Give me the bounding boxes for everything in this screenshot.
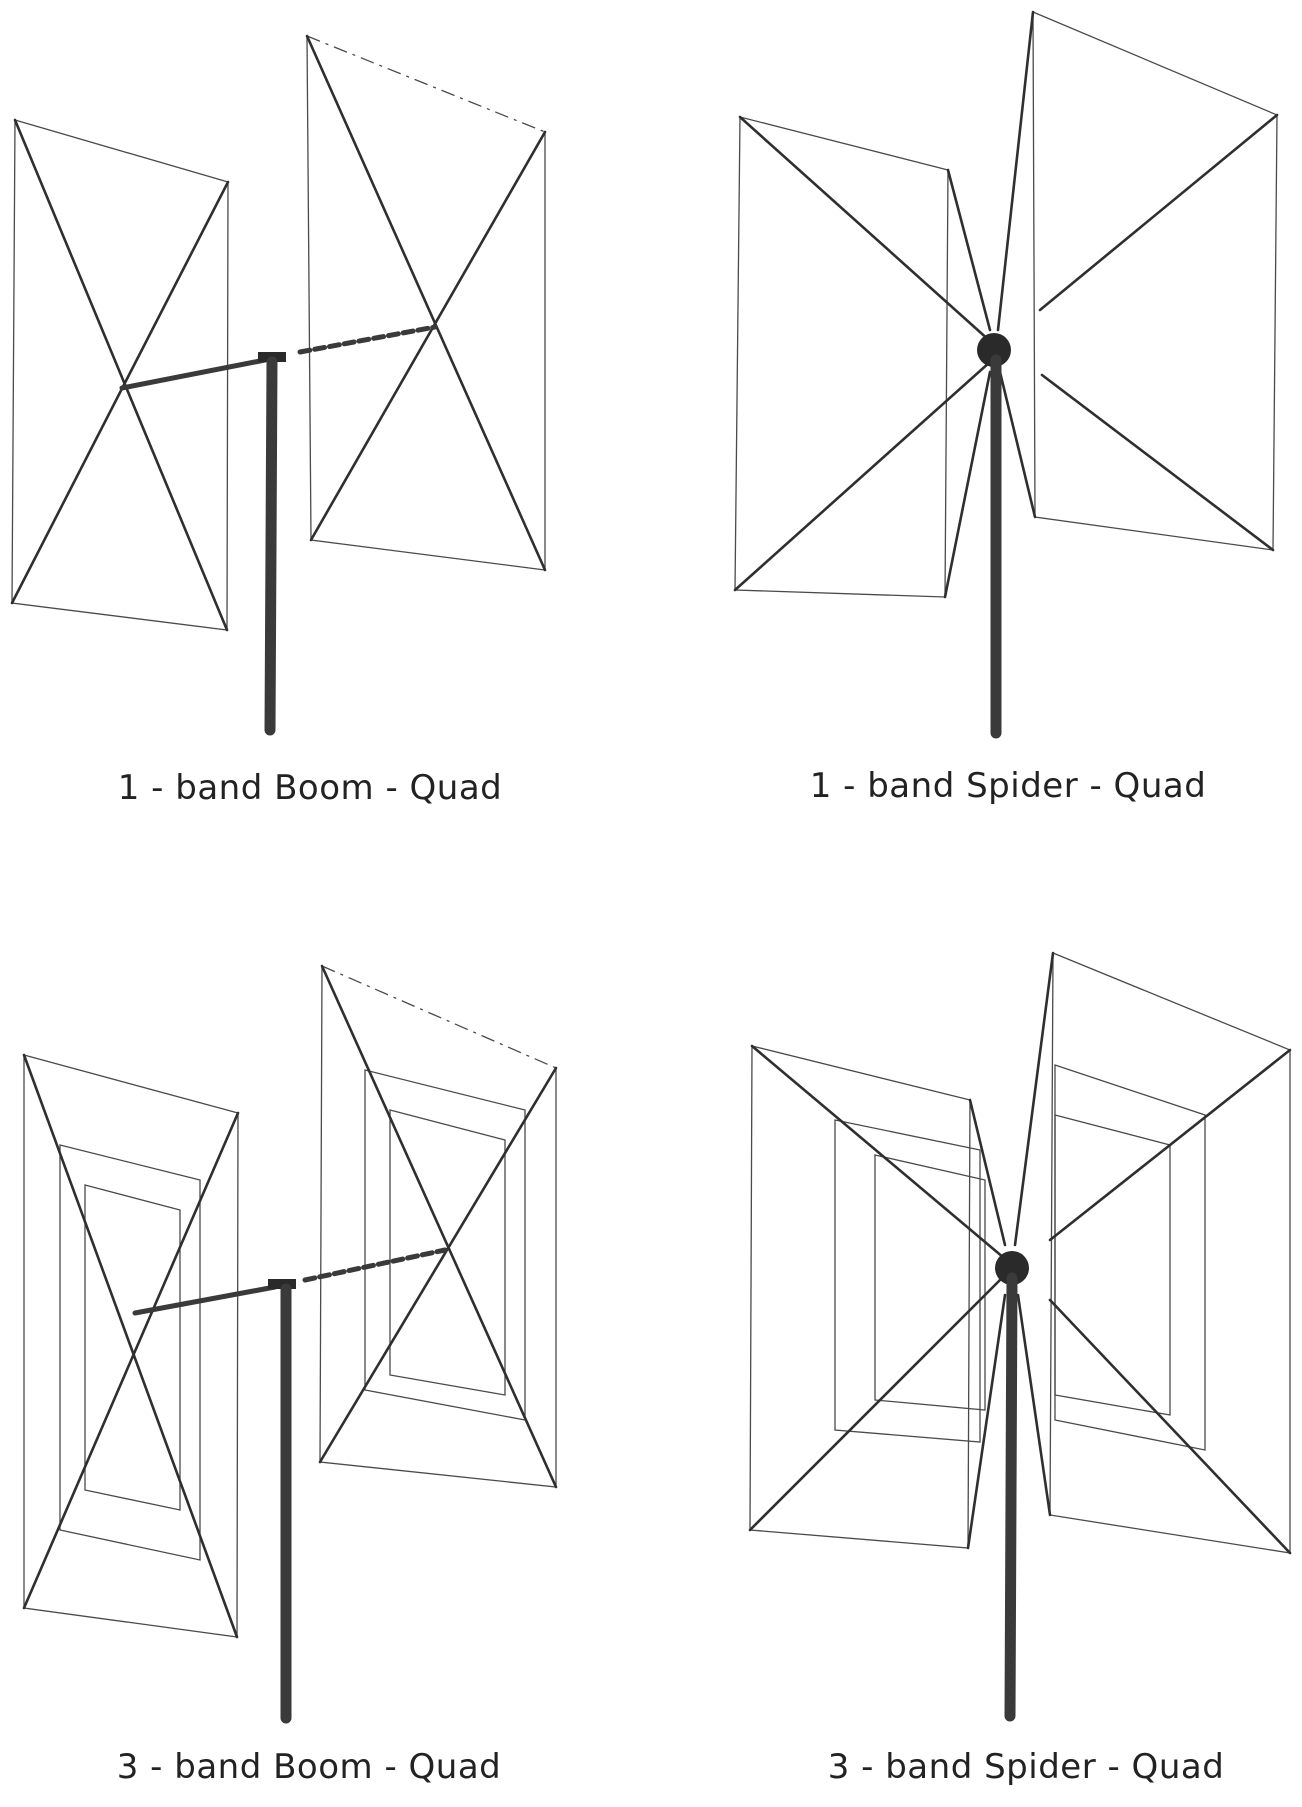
front-element-top-wire bbox=[306, 35, 546, 133]
spider-spreader bbox=[748, 1278, 1002, 1532]
rear-spreader bbox=[10, 180, 230, 605]
right-loop-inner bbox=[1054, 1114, 1171, 1416]
three-band-spider-quad-drawing bbox=[748, 951, 1292, 1722]
front-spreader bbox=[305, 34, 547, 572]
spider-spreader bbox=[943, 370, 992, 599]
right-element-loop bbox=[1032, 11, 1278, 551]
front-spreader bbox=[320, 964, 558, 1489]
spider-spreader bbox=[1013, 951, 1055, 1247]
caption-one-band-boom-quad: 1 - band Boom - Quad bbox=[117, 768, 503, 808]
three-band-boom-quad-drawing bbox=[22, 964, 558, 1724]
front-loop-inner bbox=[389, 1109, 506, 1396]
spider-spreader bbox=[738, 115, 1002, 352]
rear-spreader bbox=[22, 1111, 240, 1610]
spider-spreader bbox=[1048, 1298, 1292, 1555]
spider-spreader bbox=[1048, 1048, 1292, 1242]
boom bbox=[297, 324, 438, 355]
boom bbox=[119, 357, 268, 391]
rear-spreader bbox=[13, 118, 229, 632]
front-spreader bbox=[309, 130, 547, 542]
caption-three-band-spider-quad: 3 - band Spider - Quad bbox=[827, 1747, 1225, 1787]
rear-loop-inner bbox=[84, 1184, 181, 1511]
left-loop-outer bbox=[749, 1045, 971, 1549]
spider-hub bbox=[995, 1251, 1029, 1285]
front-loop-outer bbox=[319, 965, 557, 1488]
left-element-loop bbox=[734, 116, 949, 598]
spider-spreader bbox=[946, 168, 992, 332]
rear-spreader bbox=[22, 1053, 239, 1639]
one-band-spider-quad-drawing bbox=[733, 10, 1279, 739]
rear-loop-middle bbox=[59, 1144, 201, 1561]
left-loop-inner bbox=[874, 1154, 986, 1411]
spider-spreader bbox=[1040, 373, 1275, 552]
spider-spreader bbox=[733, 360, 992, 592]
boom bbox=[132, 1284, 278, 1316]
right-loop-middle bbox=[1054, 1064, 1206, 1451]
spider-spreader bbox=[968, 1098, 1007, 1247]
mast bbox=[264, 356, 278, 736]
left-loop-middle bbox=[834, 1119, 981, 1443]
spider-spreader bbox=[966, 1293, 1007, 1550]
front-top-wire bbox=[321, 965, 557, 1069]
front-spreader bbox=[318, 1066, 558, 1464]
front-element-loop bbox=[306, 35, 546, 571]
spider-hub bbox=[977, 333, 1011, 367]
spider-spreader bbox=[750, 1044, 1012, 1265]
spider-spreader bbox=[1038, 113, 1279, 312]
spider-spreader bbox=[996, 10, 1035, 332]
caption-three-band-boom-quad: 3 - band Boom - Quad bbox=[116, 1747, 502, 1787]
one-band-boom-quad-drawing bbox=[10, 34, 547, 736]
mast bbox=[1004, 1272, 1018, 1722]
caption-one-band-spider-quad: 1 - band Spider - Quad bbox=[809, 766, 1207, 806]
boom bbox=[302, 1247, 448, 1283]
boom-mast-clamp bbox=[268, 1279, 296, 1289]
spider-spreader bbox=[1016, 1293, 1052, 1517]
spider-spreader bbox=[998, 370, 1037, 519]
